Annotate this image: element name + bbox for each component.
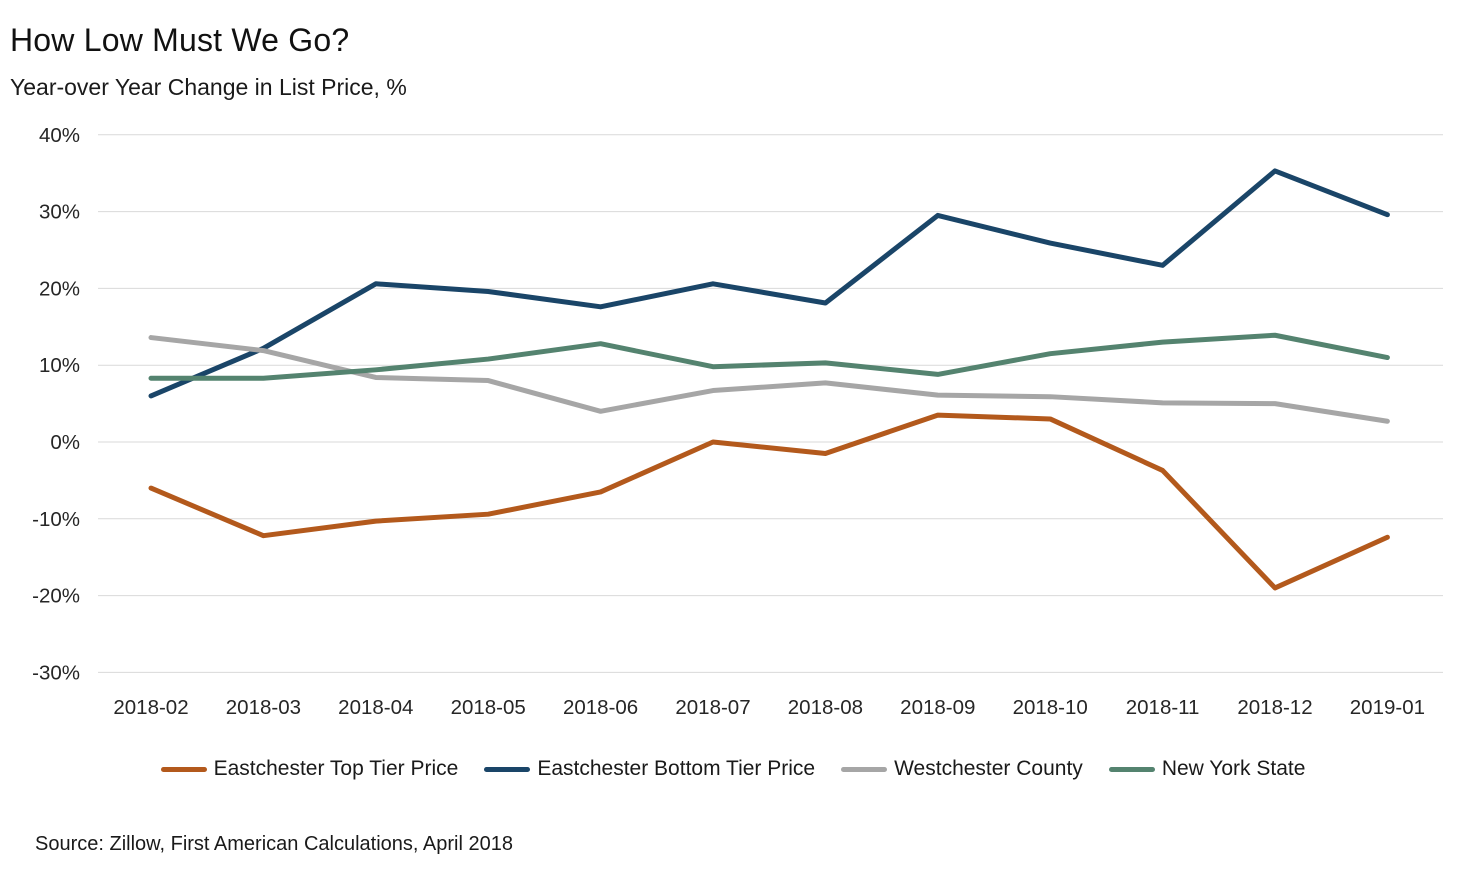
legend-swatch-icon: [841, 766, 888, 772]
legend-item-westchester-county: Westchester County: [841, 757, 1083, 781]
x-axis-tick-label: 2018-08: [788, 696, 863, 719]
series-line-eastchester-bottom-tier-price: [148, 168, 1390, 399]
legend-item-eastchester-top-tier-price: Eastchester Top Tier Price: [160, 757, 459, 781]
legend-label: Westchester County: [894, 757, 1083, 780]
legend-swatch-icon: [160, 766, 207, 772]
y-axis-tick-label: -20%: [32, 585, 80, 608]
legend-item-eastchester-bottom-tier-price: Eastchester Bottom Tier Price: [484, 757, 815, 781]
x-axis-tick-label: 2018-06: [563, 696, 638, 719]
chart-subtitle: Year-over Year Change in List Price, %: [10, 74, 407, 100]
legend-label: Eastchester Top Tier Price: [213, 757, 459, 780]
y-axis-tick-label: 10%: [39, 354, 80, 377]
y-axis-tick-label: 20%: [39, 277, 80, 300]
chart-legend: Eastchester Top Tier Price Eastchester Bo…: [0, 757, 1466, 781]
x-axis-tick-label: 2018-05: [451, 696, 526, 719]
series-line-eastchester-top-tier-price: [148, 412, 1390, 591]
x-axis-tick-label: 2019-01: [1350, 696, 1425, 719]
legend-swatch-icon: [1108, 766, 1155, 772]
x-axis-tick-label: 2018-03: [226, 696, 301, 719]
series-line-new-york-state: [148, 332, 1390, 381]
x-axis-tick-label: 2018-10: [1013, 696, 1088, 719]
x-axis-tick-label: 2018-02: [113, 696, 188, 719]
legend-label: Eastchester Bottom Tier Price: [537, 757, 816, 780]
series-line-westchester-county: [148, 335, 1390, 424]
legend-swatch-icon: [484, 766, 531, 772]
x-axis-tick-label: 2018-11: [1126, 696, 1200, 719]
y-axis-tick-label: -10%: [32, 508, 80, 531]
y-axis-tick-label: 30%: [39, 201, 80, 224]
y-axis-tick-label: -30%: [32, 661, 80, 684]
x-axis-tick-label: 2018-04: [338, 696, 413, 719]
y-axis-tick-label: 0%: [50, 431, 80, 454]
x-axis-tick-label: 2018-09: [900, 696, 975, 719]
chart-title: How Low Must We Go?: [10, 22, 350, 58]
legend-label: New York State: [1161, 757, 1306, 780]
x-axis-tick-label: 2018-07: [675, 696, 750, 719]
legend-item-new-york-state: New York State: [1108, 757, 1306, 781]
source-note: Source: Zillow, First American Calculati…: [35, 833, 513, 855]
y-axis-tick-label: 40%: [39, 124, 80, 147]
x-axis-tick-label: 2018-12: [1237, 696, 1312, 719]
